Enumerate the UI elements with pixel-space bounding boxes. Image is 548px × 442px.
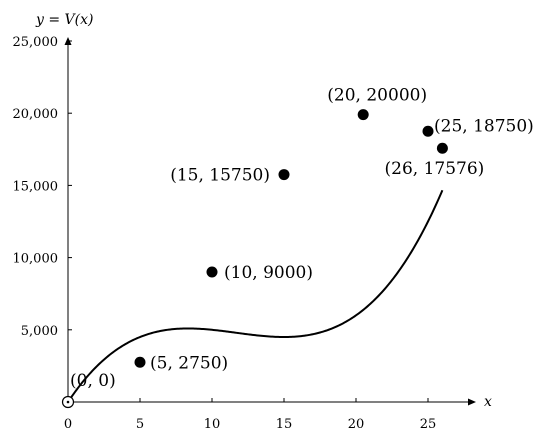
series-line	[67, 189, 444, 403]
data-label: (10, 9000)	[224, 263, 313, 283]
x-tick-label: 25	[420, 417, 437, 432]
data-label: (15, 15750)	[170, 166, 270, 186]
y-tick-label: 10,000	[13, 252, 59, 267]
data-point	[436, 142, 448, 154]
y-tick-label: 15,000	[13, 179, 59, 194]
data-point	[422, 125, 434, 137]
data-point	[206, 266, 218, 278]
data-point	[278, 169, 290, 181]
x-tick-label: 5	[136, 417, 144, 432]
x-tick-label: 0	[64, 417, 72, 432]
curve-layer	[67, 189, 444, 403]
y-tick-label: 5,000	[21, 324, 58, 339]
x-tick-label: 10	[204, 417, 221, 432]
y-tick-label: 20,000	[13, 107, 59, 122]
x-axis-arrow	[468, 398, 476, 406]
axes: x y = V(x)	[35, 12, 492, 410]
ticks: 0 5 10 15 20 25 5,000 10,000 15,000 20,000 25,000	[13, 35, 437, 432]
y-tick-label: 25,000	[13, 35, 59, 50]
x-axis-title: x	[484, 394, 492, 410]
data-label: (26, 17576)	[385, 159, 485, 179]
points: (0, 0) (5, 2750) (10, 9000) (15, 15750) (20,…	[61, 86, 534, 409]
x-tick-label: 15	[276, 417, 293, 432]
data-point-center	[66, 400, 70, 404]
x-tick-label: 20	[348, 417, 365, 432]
data-label: (25, 18750)	[434, 116, 534, 136]
data-label: (5, 2750)	[150, 353, 228, 373]
y-axis-title: y = V(x)	[35, 12, 93, 28]
data-point	[357, 109, 369, 121]
data-label: (20, 20000)	[327, 86, 427, 106]
data-point	[134, 356, 146, 368]
data-label: (0, 0)	[70, 371, 116, 391]
